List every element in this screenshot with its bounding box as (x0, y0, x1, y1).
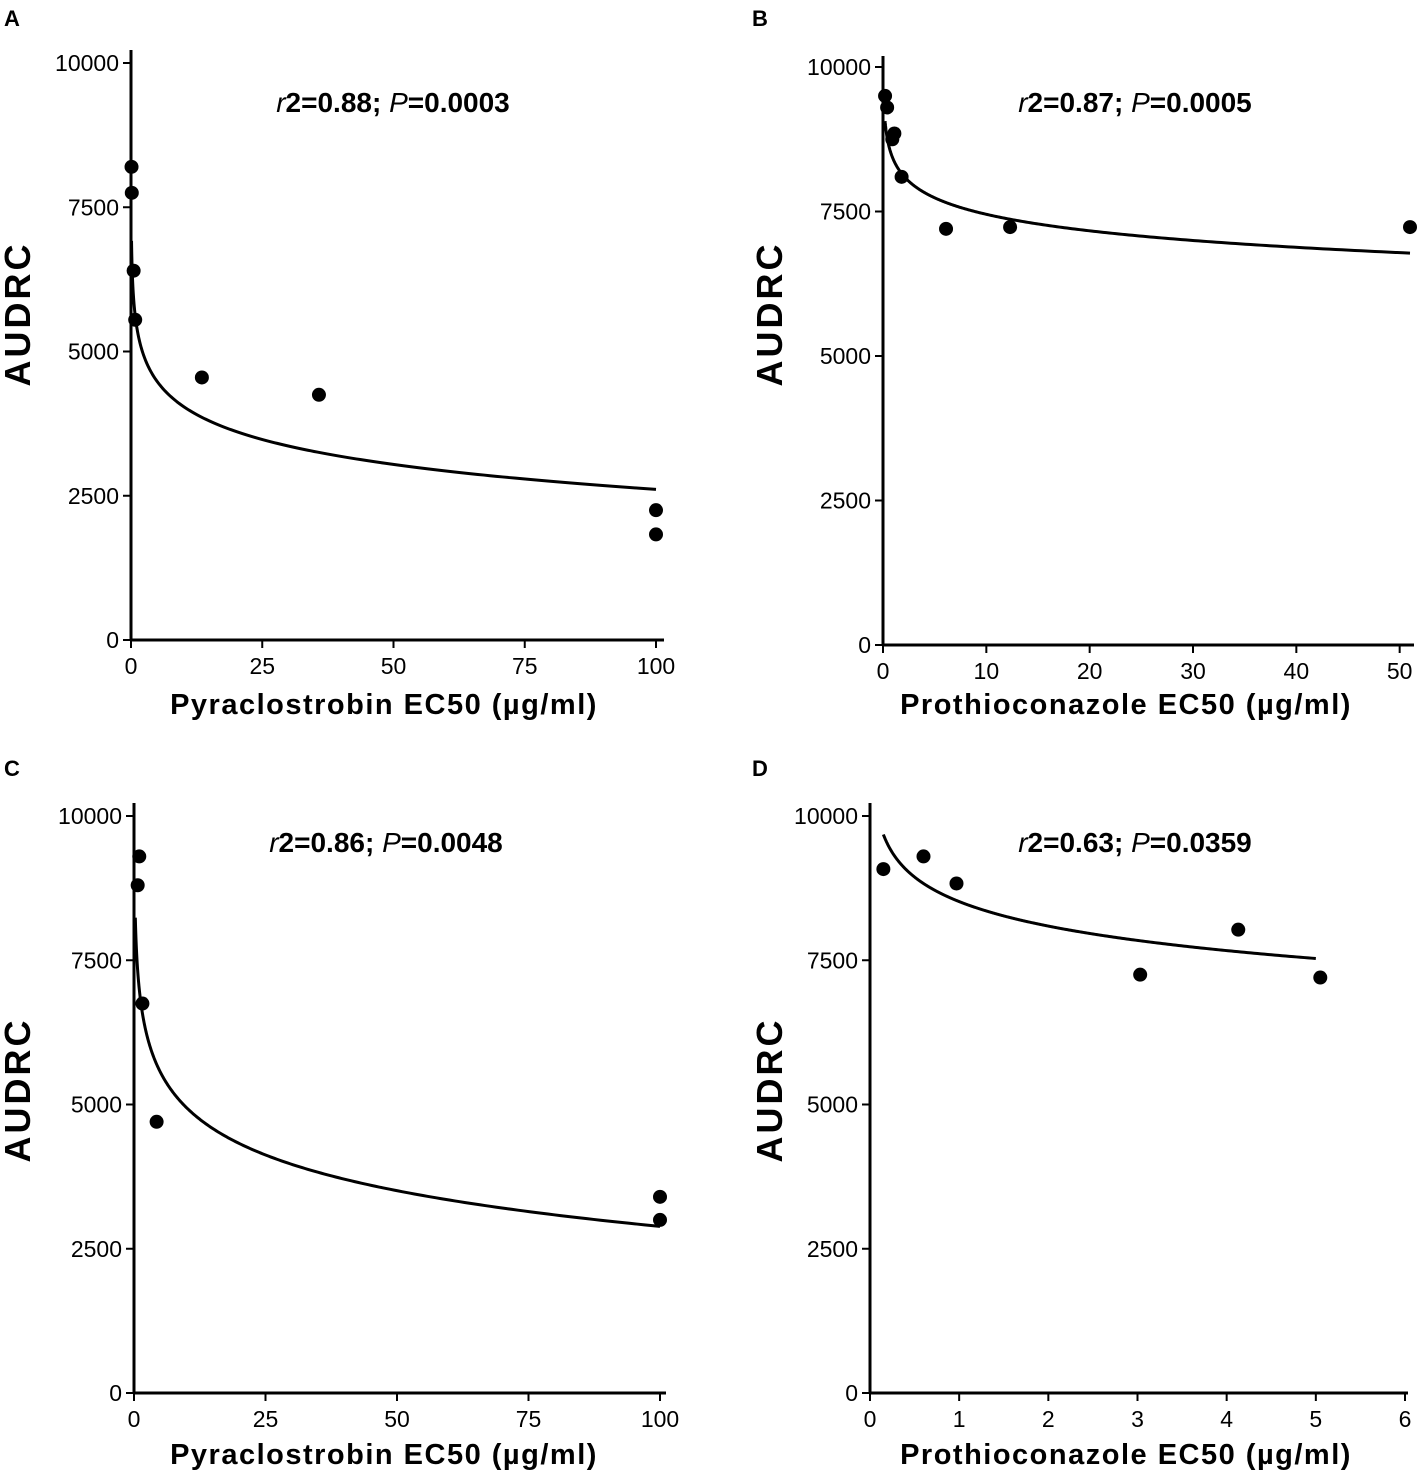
data-point (128, 312, 143, 327)
data-point (876, 862, 891, 877)
data-point (124, 185, 139, 200)
data-point (653, 1189, 667, 1204)
x-tick-label: 0 (128, 1406, 141, 1432)
y-axis-label: AUDRC (749, 1018, 790, 1163)
y-tick-label: 5000 (807, 1092, 858, 1118)
x-axis-label: Prothioconazole EC50 (µg/ml) (900, 689, 1352, 721)
data-point (880, 100, 895, 115)
y-tick-label: 0 (106, 627, 119, 653)
panel-letter: C (4, 756, 20, 781)
panel-letter: D (752, 756, 768, 781)
x-tick-label: 2 (1042, 1406, 1055, 1432)
fit-curve (883, 121, 1411, 255)
x-tick-label: 6 (1399, 1406, 1412, 1432)
data-point (649, 503, 663, 518)
data-point (653, 1212, 667, 1227)
y-tick-label: 0 (109, 1380, 122, 1406)
fit-curve (133, 917, 661, 1228)
x-tick-label: 0 (864, 1406, 877, 1432)
y-tick-label: 0 (858, 632, 871, 658)
y-axis-label: AUDRC (0, 242, 38, 387)
y-tick-label: 10000 (55, 50, 119, 76)
panel-b: B r2=0.87; P=0.0005 Prothioconazole EC50… (749, 6, 1417, 721)
data-point (130, 878, 145, 893)
panel-d: D r2=0.63; P=0.0359 Prothioconazole EC50… (749, 756, 1411, 1471)
x-tick-label: 50 (381, 653, 407, 679)
x-tick-label: 0 (877, 658, 890, 684)
data-point (1403, 220, 1417, 235)
y-tick-label: 2500 (71, 1236, 122, 1262)
fit-statistics: r2=0.63; P=0.0359 (1018, 827, 1252, 858)
x-axis-label: Pyraclostrobin EC50 (µg/ml) (170, 689, 598, 721)
data-point (126, 263, 141, 278)
y-tick-label: 5000 (71, 1092, 122, 1118)
data-point (194, 370, 209, 385)
x-tick-label: 1 (953, 1406, 966, 1432)
panel-c: C r2=0.86; P=0.0048 Pyraclostrobin EC50 … (0, 756, 679, 1471)
fit-statistics: r2=0.86; P=0.0048 (269, 827, 503, 858)
y-tick-label: 7500 (68, 194, 119, 220)
x-tick-label: 0 (125, 653, 138, 679)
panel-letter: B (752, 6, 768, 31)
data-point (939, 221, 954, 236)
x-tick-label: 100 (637, 653, 675, 679)
y-tick-label: 5000 (68, 339, 119, 365)
y-tick-label: 5000 (820, 343, 871, 369)
data-point (916, 849, 931, 864)
y-tick-label: 7500 (71, 947, 122, 973)
y-tick-label: 2500 (68, 483, 119, 509)
y-tick-label: 2500 (820, 488, 871, 514)
data-point (894, 169, 909, 184)
x-tick-label: 25 (253, 1406, 279, 1432)
x-tick-label: 10 (974, 658, 1000, 684)
data-point (135, 996, 150, 1011)
y-tick-label: 10000 (794, 803, 858, 829)
data-point (1003, 220, 1018, 235)
y-tick-label: 2500 (807, 1236, 858, 1262)
data-point (1133, 967, 1148, 982)
fit-curve (130, 240, 657, 491)
x-axis-label: Prothioconazole EC50 (µg/ml) (900, 1439, 1352, 1471)
data-point (311, 387, 326, 402)
x-tick-label: 50 (1387, 658, 1413, 684)
data-point (149, 1114, 164, 1129)
data-point (887, 126, 902, 141)
data-point (1313, 970, 1328, 985)
x-tick-label: 25 (249, 653, 275, 679)
x-tick-label: 30 (1180, 658, 1206, 684)
y-tick-label: 0 (845, 1380, 858, 1406)
x-tick-label: 40 (1284, 658, 1310, 684)
fit-statistics: r2=0.88; P=0.0003 (276, 87, 510, 118)
x-tick-label: 75 (516, 1406, 542, 1432)
panel-letter: A (4, 6, 20, 31)
data-point (1231, 922, 1246, 937)
data-point (949, 876, 964, 891)
y-tick-label: 10000 (807, 54, 871, 80)
y-axis-label: AUDRC (0, 1018, 38, 1163)
x-tick-label: 3 (1131, 1406, 1144, 1432)
data-point (124, 159, 139, 174)
x-tick-label: 100 (641, 1406, 679, 1432)
data-point (132, 849, 147, 864)
fit-curve (881, 833, 1316, 960)
panel-a: A r2=0.88; P=0.0003 Pyraclostrobin EC50 … (0, 6, 675, 721)
x-axis-label: Pyraclostrobin EC50 (µg/ml) (170, 1439, 598, 1471)
x-tick-label: 5 (1309, 1406, 1322, 1432)
x-tick-label: 75 (512, 653, 538, 679)
y-tick-label: 7500 (807, 947, 858, 973)
y-tick-label: 7500 (820, 199, 871, 225)
x-tick-label: 50 (384, 1406, 410, 1432)
x-tick-label: 4 (1220, 1406, 1233, 1432)
y-axis-label: AUDRC (749, 242, 790, 387)
x-tick-label: 20 (1077, 658, 1103, 684)
y-tick-label: 10000 (58, 803, 122, 829)
fit-statistics: r2=0.87; P=0.0005 (1018, 87, 1252, 118)
data-point (649, 527, 663, 542)
data-point (878, 88, 893, 103)
